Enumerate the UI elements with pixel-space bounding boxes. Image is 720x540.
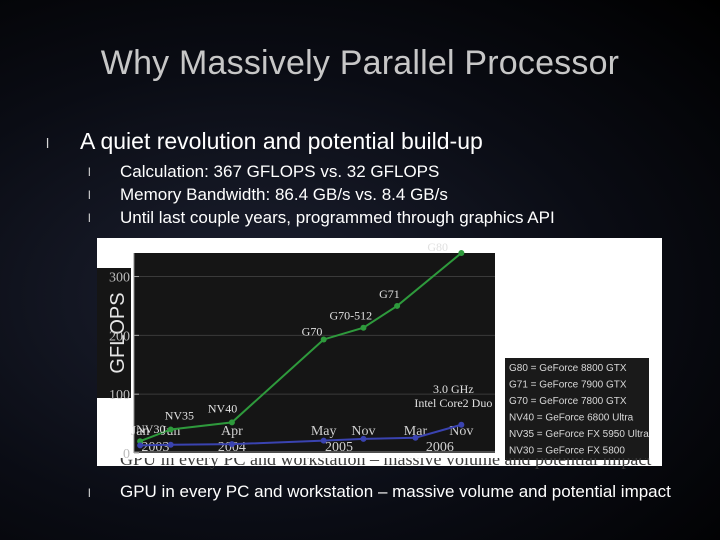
cpu-data-point	[360, 435, 367, 442]
gpu-data-point	[228, 419, 235, 426]
x-tick-label: May	[311, 424, 337, 439]
gflops-chart: GFLOPS0100200300JanJunAprMayNovMarNov200…	[97, 238, 662, 466]
x-tick-label: Jan	[131, 424, 150, 439]
cpu-data-point	[137, 442, 144, 449]
gpu-point-label: NV35	[165, 408, 194, 422]
gpu-data-point	[394, 302, 401, 309]
x-year-label: 2006	[426, 440, 454, 455]
gflops-chart-svg: GFLOPS0100200300JanJunAprMayNovMarNov200…	[97, 240, 649, 462]
y-tick-label: 200	[109, 329, 130, 344]
bullet-marker: l	[88, 486, 91, 500]
y-tick-label: 300	[109, 271, 130, 286]
x-year-label: 2003	[141, 440, 169, 455]
gpu-point-label: G70-512	[329, 309, 372, 323]
main-bullet-text: A quiet revolution and potential build-u…	[80, 128, 483, 154]
x-tick-label: Nov	[449, 424, 473, 439]
legend-entry: G71 = GeForce 7900 GTX	[509, 380, 627, 391]
y-tick-label: 0	[123, 447, 130, 462]
cpu-data-point	[320, 437, 327, 444]
ghost-text: GPU in every PC and workstation – massiv…	[120, 458, 652, 469]
legend-entry: NV40 = GeForce 6800 Ultra	[509, 413, 634, 424]
gpu-point-label: G71	[379, 287, 400, 301]
gpu-point-label: NV30	[136, 422, 165, 436]
legend-entry: NV30 = GeForce FX 5800	[509, 446, 625, 457]
gpu-data-point	[137, 438, 144, 445]
bullet-marker: l	[88, 211, 91, 225]
plot-area	[134, 253, 495, 453]
legend-box	[505, 358, 649, 460]
bullet-marker: l	[46, 135, 50, 151]
gpu-point-label: G80	[427, 240, 448, 254]
ylabel-background	[97, 268, 131, 398]
gpu-data-point	[458, 250, 465, 256]
overlapped-text-ghost: GPU in every PC and workstation – massiv…	[120, 458, 680, 470]
last-bullet-text: GPU in every PC and workstation – massiv…	[120, 482, 671, 501]
cpu-data-point	[458, 421, 465, 428]
y-tick-label: 100	[109, 388, 130, 403]
cpu-data-point	[228, 441, 235, 448]
slide-title: Why Massively Parallel Processor	[100, 44, 620, 82]
legend-entry: G80 = GeForce 8800 GTX	[509, 363, 627, 374]
bullet-marker: l	[88, 165, 91, 179]
bullet-marker: l	[88, 188, 91, 202]
sub-bullet-text: Calculation: 367 GFLOPS vs. 32 GFLOPS	[120, 162, 440, 181]
cpu-annotation-line1: 3.0 GHz	[433, 382, 474, 396]
legend-entry: NV35 = GeForce FX 5950 Ultra	[509, 429, 649, 440]
x-tick-label: Apr	[221, 424, 243, 439]
gpu-data-point	[167, 426, 174, 433]
sub-bullet-text: Until last couple years, programmed thro…	[120, 208, 555, 227]
y-axis-label: GFLOPS	[107, 292, 129, 373]
gpu-data-point	[360, 324, 367, 331]
cpu-data-point	[167, 441, 174, 448]
x-tick-label: Nov	[351, 424, 375, 439]
legend-entry: G70 = GeForce 7800 GTX	[509, 396, 627, 407]
cpu-data-point	[412, 434, 419, 441]
sub-bullet-text: Memory Bandwidth: 86.4 GB/s vs. 8.4 GB/s	[120, 185, 448, 204]
gpu-point-label: NV40	[208, 401, 237, 415]
gpu-point-label: G70	[302, 324, 323, 338]
gpu-data-point	[320, 336, 327, 343]
cpu-annotation-line2: Intel Core2 Duo	[414, 396, 492, 410]
x-year-label: 2005	[325, 440, 353, 455]
